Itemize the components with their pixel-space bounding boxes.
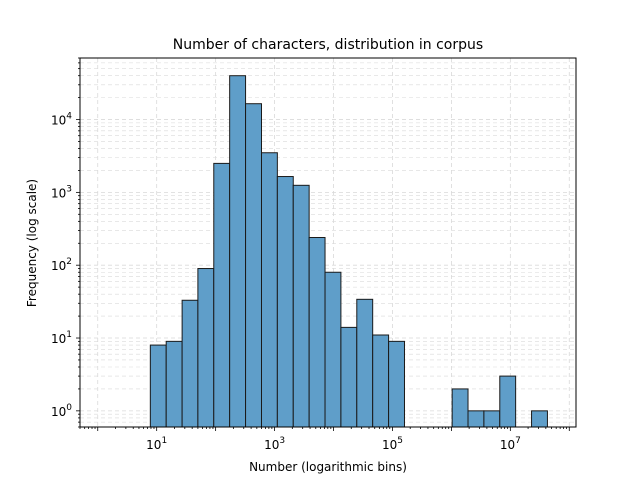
histogram-bar <box>483 410 501 428</box>
x-tick-label: 103 <box>264 436 285 452</box>
y-tick-label: 102 <box>51 257 72 273</box>
y-tick-label: 101 <box>51 330 72 346</box>
histogram-bar <box>356 298 374 428</box>
histogram-bar <box>276 176 294 428</box>
histogram-bar <box>181 299 199 428</box>
histogram-bar <box>260 152 278 428</box>
histogram-bar <box>467 410 485 428</box>
x-tick-label: 105 <box>382 436 403 452</box>
x-tick-label: 101 <box>146 436 167 452</box>
histogram-bar <box>245 103 262 428</box>
y-axis-label: Frequency (log scale) <box>25 179 39 307</box>
x-tick-label: 107 <box>500 436 521 452</box>
histogram-bars <box>149 75 548 428</box>
histogram-bar <box>308 237 326 428</box>
histogram-bar <box>499 375 517 428</box>
histogram-bar <box>165 340 183 428</box>
histogram-bar <box>340 326 358 428</box>
x-axis-label: Number (logarithmic bins) <box>249 460 407 474</box>
y-tick-label: 103 <box>51 184 72 200</box>
chart-title: Number of characters, distribution in co… <box>173 37 483 53</box>
histogram-bar <box>372 334 390 428</box>
histogram-bar <box>229 75 247 428</box>
histogram-bar <box>388 340 405 428</box>
histogram-bar <box>292 184 310 428</box>
y-tick-label: 104 <box>51 112 72 128</box>
y-tick-label: 100 <box>51 403 72 419</box>
histogram-bar <box>149 344 167 428</box>
axis-ticks: 101 103 105 107 100 101 102 103 104 <box>51 57 570 452</box>
histogram-bar <box>531 410 548 428</box>
histogram-bar <box>451 388 469 428</box>
histogram-bar <box>324 271 342 428</box>
histogram-bar <box>213 162 231 428</box>
histogram-bar <box>197 268 215 428</box>
